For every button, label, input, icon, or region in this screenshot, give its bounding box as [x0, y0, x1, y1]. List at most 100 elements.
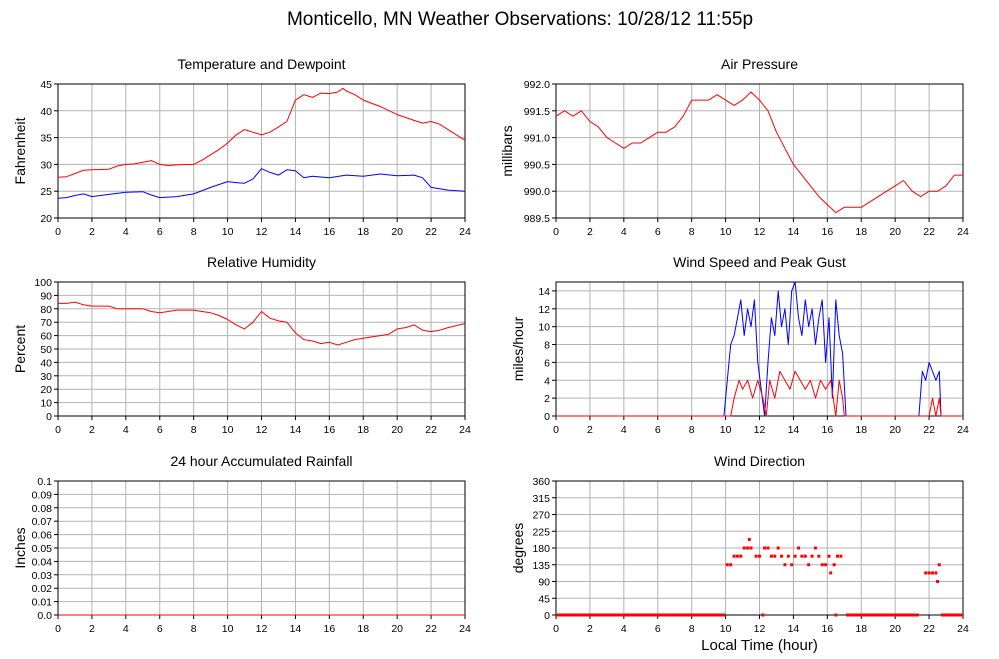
- wind-y-axis-label: miles/hour: [510, 316, 526, 381]
- direction-y-axis-label: degrees: [510, 523, 526, 574]
- temp-y-axis-label: Fahrenheit: [12, 117, 28, 184]
- direction-point: [732, 554, 736, 558]
- direction-point: [834, 613, 838, 617]
- direction-point: [769, 554, 773, 558]
- direction-point: [754, 554, 758, 558]
- direction-point: [813, 546, 817, 550]
- rain-x-tick-label: 10: [222, 623, 234, 635]
- direction-point: [824, 563, 828, 567]
- direction-plot-frame: [555, 480, 964, 616]
- direction-point: [773, 554, 777, 558]
- direction-point: [790, 563, 794, 567]
- pressure-series-red-line: [555, 91, 963, 214]
- humidity-x-tick-label: 22: [425, 424, 437, 436]
- page-title: Monticello, MN Weather Observations: 10/…: [286, 9, 754, 30]
- direction-point: [793, 554, 797, 558]
- wind-x-tick-label: 0: [553, 424, 559, 436]
- wind-x-tick-label: 4: [621, 424, 627, 436]
- temp-y-tick-label: 20: [40, 213, 52, 225]
- temp-x-tick-label: 20: [391, 226, 403, 238]
- rain-y-tick-label: 0.05: [32, 543, 53, 555]
- pressure-y-tick-label: 991.5: [524, 106, 550, 118]
- temp-x-tick-label: 2: [89, 226, 95, 238]
- direction-x-tick-label: 6: [655, 623, 661, 635]
- rain-x-tick-label: 22: [425, 623, 437, 635]
- direction-point: [725, 563, 729, 567]
- temp-y-tick-label: 25: [40, 186, 52, 198]
- wind-y-tick-label: 4: [544, 375, 550, 387]
- direction-x-tick-label: 24: [957, 623, 969, 635]
- direction-point: [937, 563, 941, 567]
- direction-point: [936, 580, 940, 583]
- direction-point: [763, 546, 767, 550]
- humidity-x-tick-label: 4: [123, 424, 129, 436]
- direction-point: [797, 546, 801, 550]
- direction-point: [800, 554, 804, 558]
- rain-x-tick-label: 2: [89, 623, 95, 635]
- humidity-x-tick-label: 12: [256, 424, 268, 436]
- pressure-plot-frame: [555, 83, 964, 219]
- temp-x-tick-label: 6: [157, 226, 163, 238]
- temp-y-tick-label: 45: [40, 79, 52, 91]
- humidity-y-tick-label: 70: [40, 317, 52, 329]
- direction-title: Wind Direction: [714, 453, 805, 469]
- direction-y-tick-label: 180: [532, 543, 550, 555]
- direction-x-tick-label: 10: [720, 623, 732, 635]
- direction-point: [807, 563, 811, 567]
- humidity-y-tick-label: 90: [40, 290, 52, 302]
- rain-y-tick-label: 0.08: [32, 503, 53, 515]
- temp-x-tick-label: 14: [290, 226, 302, 238]
- pressure-y-tick-label: 990.5: [524, 159, 550, 171]
- rain-y-tick-label: 0.07: [32, 516, 53, 528]
- direction-point: [810, 554, 814, 558]
- humidity-x-tick-label: 8: [191, 424, 197, 436]
- pressure-x-tick-label: 24: [957, 226, 969, 238]
- wind-x-tick-label: 20: [889, 424, 901, 436]
- direction-point: [934, 571, 938, 575]
- direction-point: [739, 554, 743, 558]
- wind-series-red-line: [556, 370, 963, 417]
- wind-y-tick-label: 10: [538, 322, 550, 334]
- wind-y-tick-label: 12: [538, 304, 550, 316]
- direction-x-tick-label: 4: [621, 623, 627, 635]
- pressure-y-tick-label: 992.0: [524, 79, 550, 91]
- humidity-x-tick-label: 18: [357, 424, 369, 436]
- direction-point: [766, 546, 770, 550]
- rain-y-tick-label: 0.06: [32, 530, 53, 542]
- rain-x-tick-label: 24: [459, 623, 471, 635]
- rain-x-tick-label: 0: [55, 623, 61, 635]
- direction-point: [776, 546, 780, 550]
- pressure-x-tick-label: 18: [855, 226, 867, 238]
- humidity-y-tick-label: 50: [40, 344, 52, 356]
- humidity-x-tick-label: 14: [290, 424, 302, 436]
- direction-x-tick-label: 2: [587, 623, 593, 635]
- wind-y-tick-label: 14: [538, 286, 550, 298]
- pressure-x-tick-label: 2: [587, 226, 593, 238]
- temp-x-tick-label: 16: [323, 226, 335, 238]
- rain-x-tick-label: 16: [323, 623, 335, 635]
- temp-x-tick-label: 22: [425, 226, 437, 238]
- humidity-y-tick-label: 80: [40, 304, 52, 316]
- direction-point: [839, 554, 843, 558]
- direction-x-tick-label: 16: [821, 623, 833, 635]
- temp-x-tick-label: 4: [123, 226, 129, 238]
- direction-point: [817, 554, 821, 558]
- direction-point: [832, 563, 836, 567]
- rain-x-tick-label: 14: [290, 623, 302, 635]
- pressure-x-tick-label: 20: [889, 226, 901, 238]
- humidity-y-axis-label: Percent: [12, 325, 28, 373]
- pressure-y-tick-label: 991.0: [524, 133, 550, 145]
- direction-point: [786, 554, 790, 558]
- wind-x-tick-label: 24: [957, 424, 969, 436]
- direction-y-tick-label: 225: [532, 526, 550, 538]
- temp-title: Temperature and Dewpoint: [177, 56, 345, 72]
- temp-x-tick-label: 24: [459, 226, 471, 238]
- temp-y-tick-label: 35: [40, 133, 52, 145]
- wind-plot-frame: [555, 281, 964, 417]
- pressure-x-tick-label: 6: [655, 226, 661, 238]
- wind-y-tick-label: 2: [544, 393, 550, 405]
- direction-y-tick-label: 0: [544, 610, 550, 622]
